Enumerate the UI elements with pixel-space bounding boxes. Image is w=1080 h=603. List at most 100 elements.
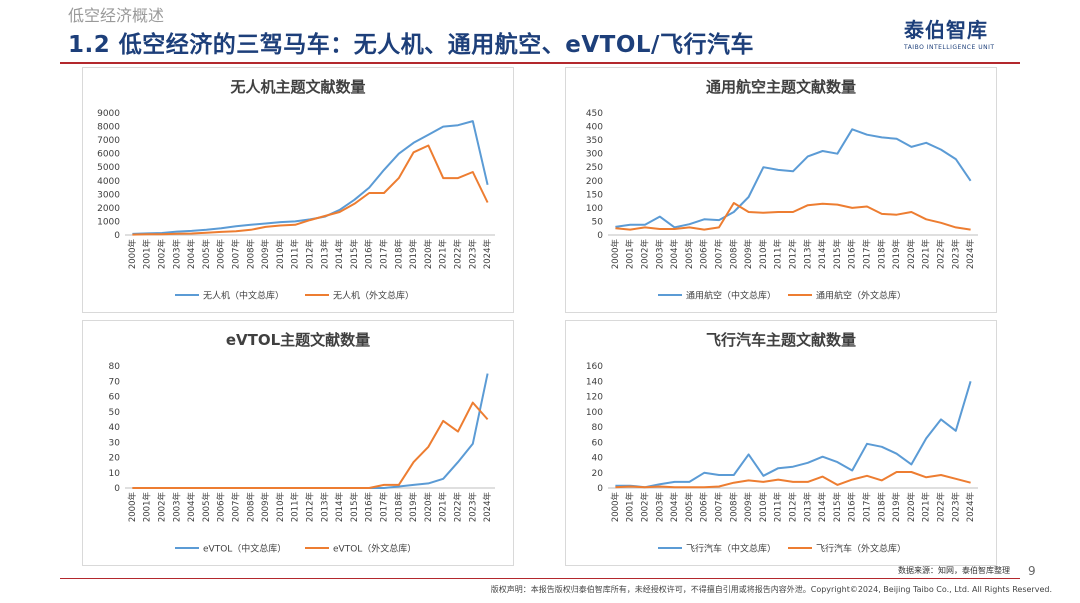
series-line: [615, 471, 971, 489]
legend-label: 飞行汽车（中文总库）: [686, 543, 776, 555]
x-tick-label: 2018年: [876, 239, 887, 270]
x-tick-label: 2023年: [950, 239, 961, 270]
x-tick-label: 2012年: [305, 492, 316, 523]
y-tick-label: 20: [109, 454, 121, 464]
x-tick-label: 2014年: [817, 239, 828, 270]
chart-drone: 无人机主题文献数量 0 1000 2000 3000 4000 5000 6000 7000 80…: [97, 78, 495, 302]
x-tick-label: 2011年: [773, 239, 784, 270]
x-tick-label: 2001年: [142, 492, 153, 523]
y-tick-label: 50: [109, 408, 121, 418]
x-tick-label: 2012年: [305, 239, 316, 270]
x-tick-label: 2011年: [290, 239, 301, 270]
x-tick-label: 2013年: [319, 492, 330, 523]
copyright-notice: 版权声明：本报告版权归泰伯智库所有，未经授权许可，不得擅自引用或将报告内容外泄。…: [490, 585, 1052, 594]
y-tick-label: 70: [109, 377, 121, 387]
legend-label: 通用航空（中文总库）: [686, 290, 776, 302]
legend-label: 无人机（外文总库）: [333, 290, 414, 302]
x-tick-label: 2015年: [832, 492, 843, 523]
x-tick-label: 2002年: [640, 492, 651, 523]
x-tick-label: 2020年: [423, 239, 434, 270]
chart-evtol: eVTOL主题文献数量 0 10 20 30 40 50 60 70 80 2000年 2001年 20…: [109, 331, 495, 555]
y-tick-label: 100: [586, 408, 603, 418]
y-tick-label: 4000: [97, 177, 120, 187]
y-tick-label: 120: [586, 393, 603, 403]
x-tick-label: 2000年: [127, 492, 138, 523]
x-tick-label: 2021年: [438, 492, 449, 523]
x-tick-label: 2020年: [423, 492, 434, 523]
x-tick-label: 2002年: [157, 239, 168, 270]
chart-title: 无人机主题文献数量: [229, 78, 365, 96]
y-tick-label: 300: [586, 150, 603, 160]
x-tick-label: 2000年: [610, 239, 621, 270]
x-tick-label: 2001年: [625, 492, 636, 523]
logo-subtext: TAIBO INTELLIGENCE UNIT: [904, 44, 995, 51]
x-tick-label: 2019年: [408, 492, 419, 523]
y-tick-label: 5000: [97, 163, 120, 173]
y-tick-label: 40: [109, 423, 121, 433]
x-tick-label: 2003年: [171, 239, 182, 270]
x-tick-label: 2017年: [379, 492, 390, 523]
y-tick-label: 80: [109, 362, 121, 372]
x-tick-label: 2000年: [610, 492, 621, 523]
legend-label: 通用航空（外文总库）: [816, 290, 906, 302]
x-tick-label: 2009年: [743, 492, 754, 523]
x-tick-label: 2016年: [847, 239, 858, 270]
x-tick-label: 2016年: [364, 239, 375, 270]
title-rule: [60, 62, 1020, 64]
legend-label: eVTOL（外文总库）: [333, 543, 416, 555]
logo: 泰伯智库 TAIBO INTELLIGENCE UNIT: [904, 14, 1019, 51]
y-tick-label: 60: [592, 438, 604, 448]
x-tick-label: 2015年: [832, 239, 843, 270]
x-tick-label: 2021年: [438, 239, 449, 270]
x-tick-label: 2001年: [142, 239, 153, 270]
y-tick-label: 450: [586, 109, 603, 119]
x-tick-label: 2024年: [482, 239, 493, 270]
x-tick-label: 2022年: [936, 239, 947, 270]
chart-general-aviation: 通用航空主题文献数量 0 50 100 150 200 250 300 350 400 450 200…: [586, 78, 978, 302]
y-tick-label: 150: [586, 190, 603, 200]
x-tick-label: 2008年: [245, 492, 256, 523]
x-tick-label: 2005年: [201, 492, 212, 523]
x-tick-label: 2018年: [393, 492, 404, 523]
x-tick-label: 2004年: [669, 492, 680, 523]
x-tick-label: 2010年: [275, 239, 286, 270]
chart-title: 通用航空主题文献数量: [706, 78, 856, 96]
x-tick-label: 2017年: [862, 492, 873, 523]
x-tick-label: 2002年: [640, 239, 651, 270]
x-tick-label: 2008年: [728, 239, 739, 270]
data-source: 数据来源：知网，泰伯智库整理: [898, 566, 1010, 575]
series-line: [132, 120, 489, 235]
x-tick-label: 2016年: [847, 492, 858, 523]
x-tick-label: 2014年: [334, 492, 345, 523]
x-tick-label: 2008年: [245, 239, 256, 270]
x-tick-label: 2021年: [921, 239, 932, 270]
chart-panel-drone: 无人机主题文献数量 0 1000 2000 3000 4000 5000 6000 7000 80…: [82, 67, 514, 313]
y-tick-label: 200: [586, 177, 603, 187]
x-tick-label: 2013年: [802, 239, 813, 270]
series-line: [615, 202, 971, 231]
x-tick-label: 2011年: [290, 492, 301, 523]
x-tick-label: 2004年: [186, 492, 197, 523]
chart-flying-car: 飞行汽车主题文献数量 0 20 40 60 80 100 120 140 160 2000年 2001…: [586, 331, 978, 555]
x-tick-label: 2006年: [216, 239, 227, 270]
x-tick-label: 2017年: [862, 239, 873, 270]
x-tick-label: 2023年: [950, 492, 961, 523]
y-tick-label: 400: [586, 123, 603, 133]
chart-panel-evtol: eVTOL主题文献数量 0 10 20 30 40 50 60 70 80 2000年 2001年 20…: [82, 320, 514, 566]
x-tick-label: 2001年: [625, 239, 636, 270]
y-tick-label: 8000: [97, 123, 120, 133]
logo-text: 泰伯智库: [904, 18, 988, 42]
series-line: [132, 401, 489, 489]
x-tick-label: 2014年: [334, 239, 345, 270]
x-tick-label: 2006年: [699, 492, 710, 523]
y-tick-label: 50: [592, 217, 604, 227]
x-tick-label: 2013年: [319, 239, 330, 270]
x-tick-label: 2005年: [201, 239, 212, 270]
chart-panel-flying-car: 飞行汽车主题文献数量 0 20 40 60 80 100 120 140 160 2000年 2001…: [565, 320, 997, 566]
x-tick-label: 2012年: [788, 239, 799, 270]
chart-title: eVTOL主题文献数量: [226, 331, 370, 349]
x-tick-label: 2021年: [921, 492, 932, 523]
x-tick-label: 2010年: [758, 492, 769, 523]
x-tick-label: 2005年: [684, 492, 695, 523]
x-tick-label: 2023年: [467, 239, 478, 270]
